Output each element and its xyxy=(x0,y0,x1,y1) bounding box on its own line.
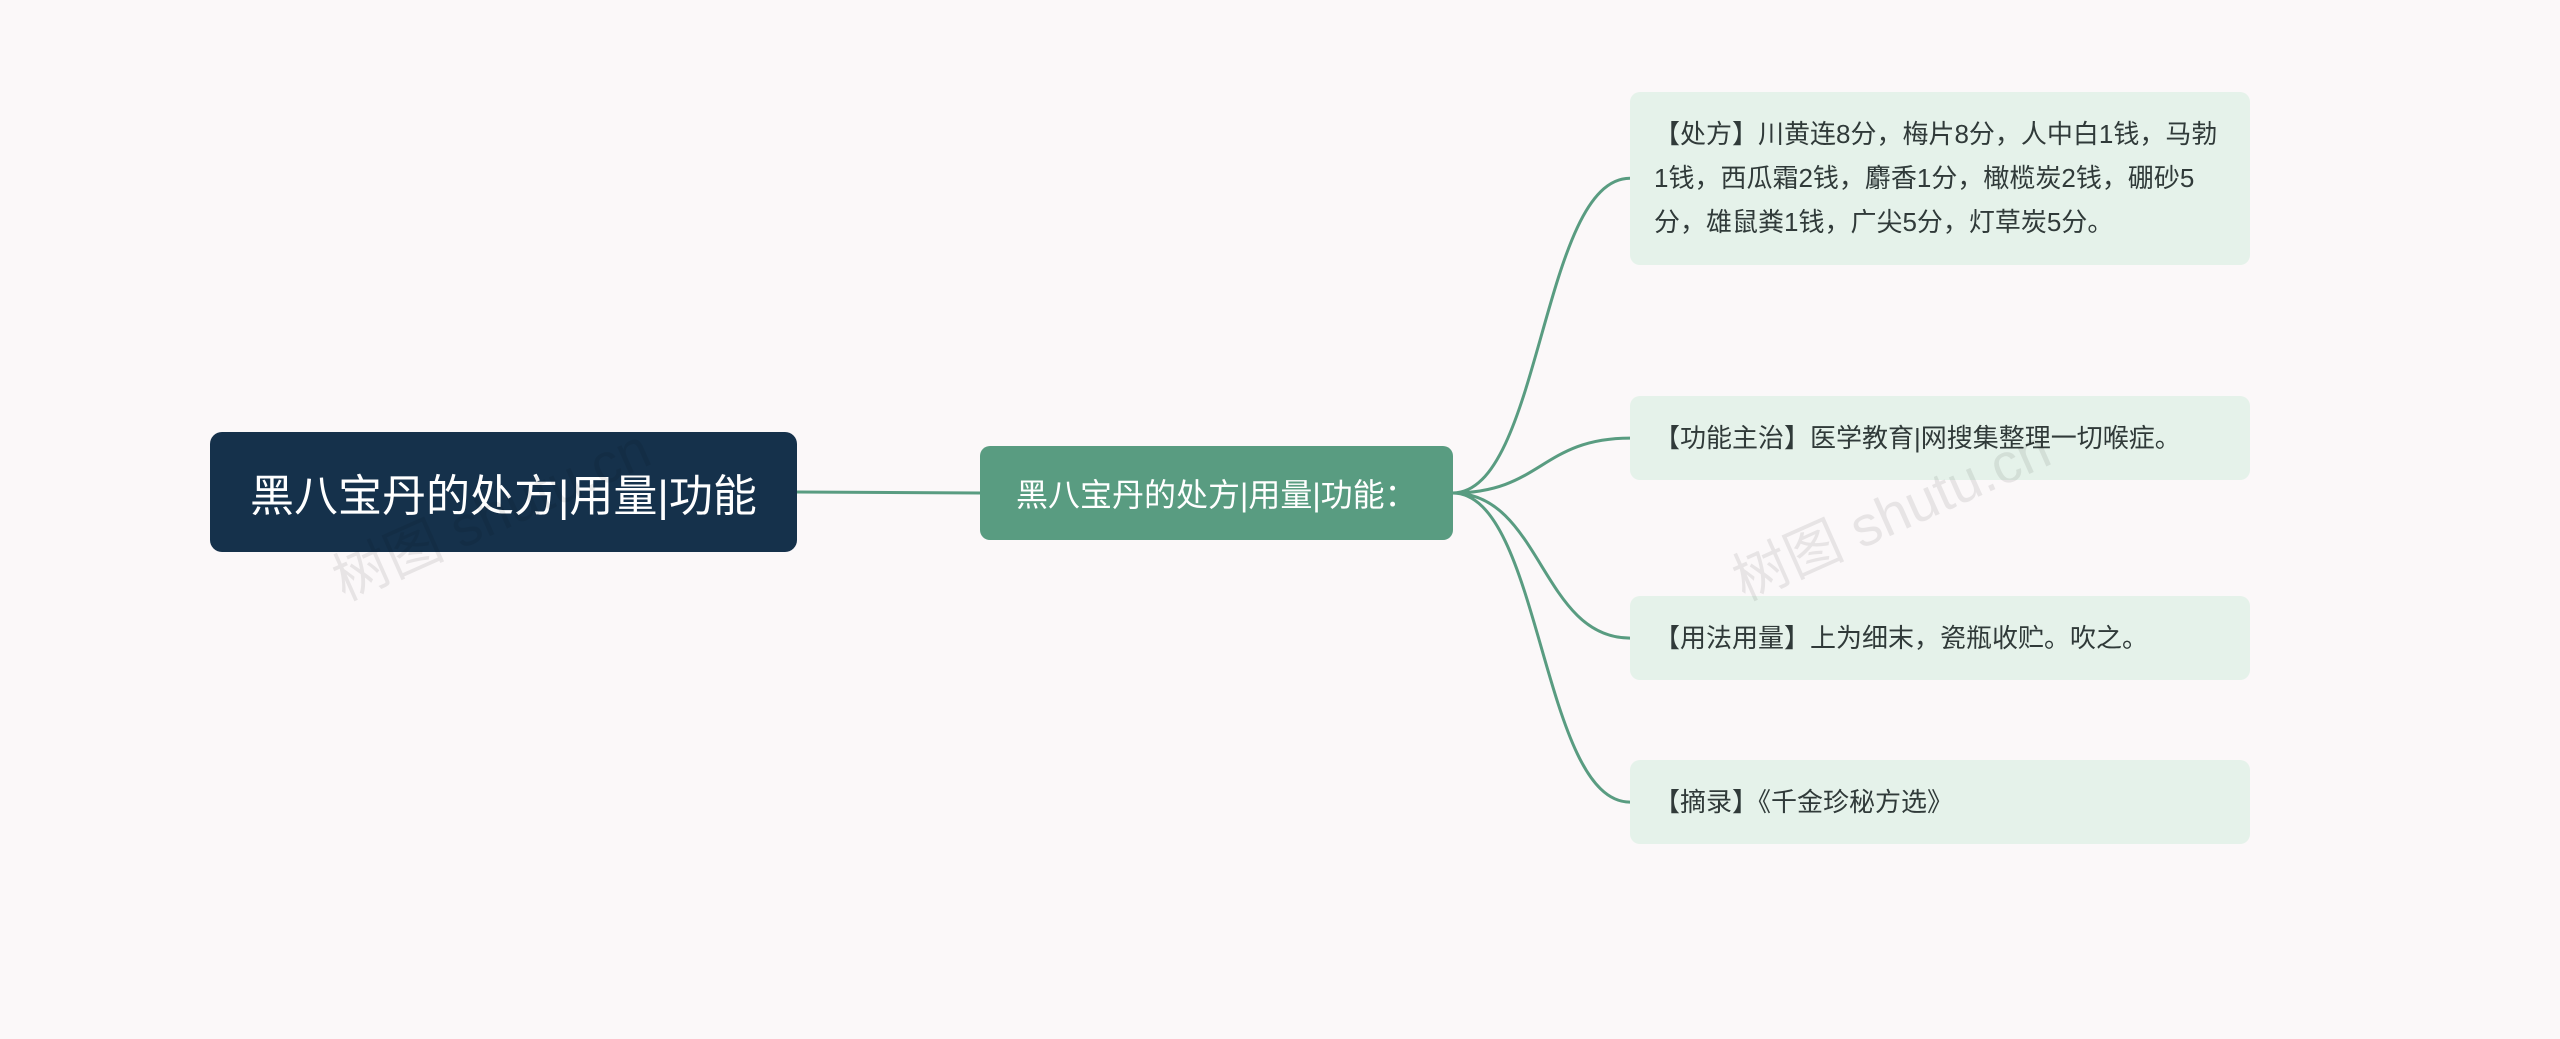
leaf-function[interactable]: 【功能主治】医学教育|网搜集整理一切喉症。 xyxy=(1630,396,2250,480)
leaf-prescription[interactable]: 【处方】川黄连8分，梅片8分，人中白1钱，马勃1钱，西瓜霜2钱，麝香1分，橄榄炭… xyxy=(1630,92,2250,265)
subtopic-node[interactable]: 黑八宝丹的处方|用量|功能： xyxy=(980,446,1453,540)
leaf-usage[interactable]: 【用法用量】上为细末，瓷瓶收贮。吹之。 xyxy=(1630,596,2250,680)
root-node[interactable]: 黑八宝丹的处方|用量|功能 xyxy=(210,432,797,552)
leaf-source[interactable]: 【摘录】《千金珍秘方选》 xyxy=(1630,760,2250,844)
